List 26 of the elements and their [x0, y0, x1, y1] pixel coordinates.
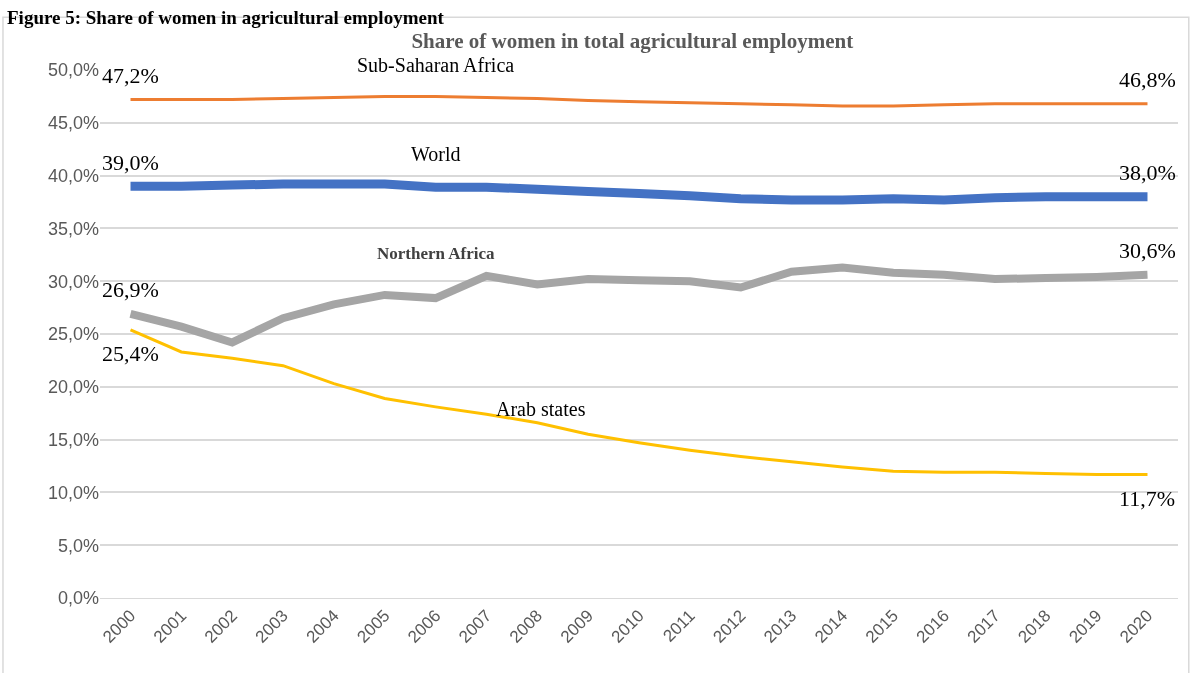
data-label: 30,6%	[1119, 238, 1176, 263]
series-label: Northern Africa	[377, 244, 496, 263]
data-label: 38,0%	[1119, 160, 1176, 185]
line-series	[129, 94, 1149, 108]
y-tick-label: 45,0%	[47, 113, 99, 134]
y-tick-label: 10,0%	[47, 482, 99, 503]
series-label: World	[411, 143, 461, 165]
y-tick-label: 25,0%	[47, 324, 99, 345]
y-tick-label: 5,0%	[57, 535, 99, 556]
y-tick-label: 35,0%	[47, 218, 99, 239]
data-label: 25,4%	[102, 341, 159, 366]
data-label: 47,2%	[102, 63, 159, 88]
y-tick-label: 30,0%	[47, 271, 99, 292]
y-tick-label: 40,0%	[47, 165, 99, 186]
y-tick-label: 0,0%	[57, 588, 99, 609]
y-tick-label: 50,0%	[47, 60, 99, 81]
chart-title: Share of women in total agricultural employment	[411, 29, 854, 54]
y-tick-label: 15,0%	[47, 429, 99, 450]
y-tick-label: 20,0%	[47, 377, 99, 398]
data-label: 39,0%	[102, 150, 159, 175]
data-label: 11,7%	[1119, 486, 1176, 511]
series-label: Sub-Saharan Africa	[357, 54, 515, 76]
caption: Figure 5: Share of women in agricultural employment	[7, 7, 445, 28]
data-label: 26,9%	[102, 277, 159, 302]
data-label: 46,8%	[1119, 67, 1176, 92]
series-label: Arab states	[496, 398, 586, 420]
